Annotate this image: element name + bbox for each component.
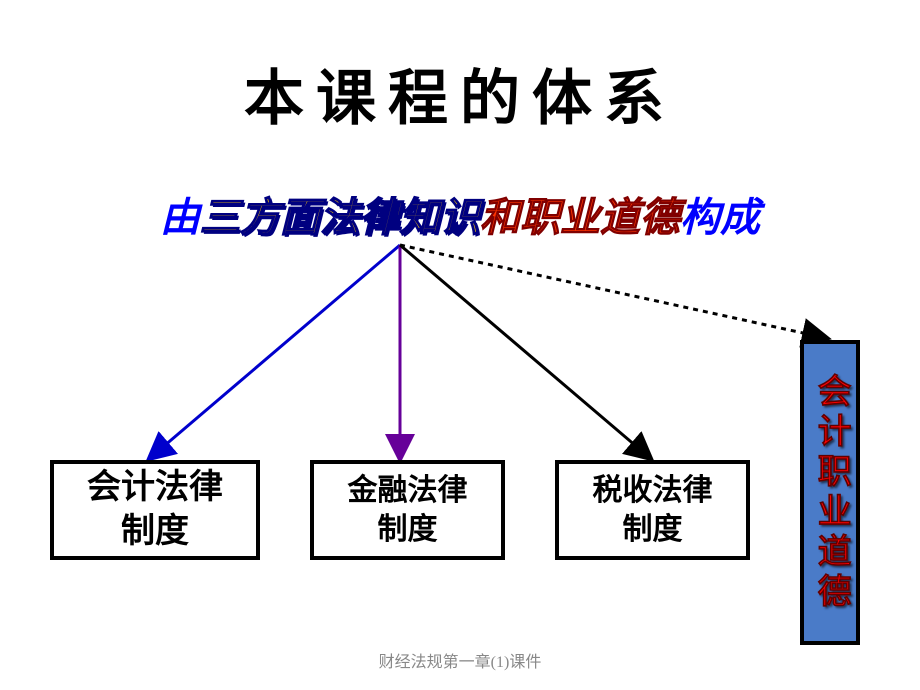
- subtitle-part1: 由: [160, 195, 200, 240]
- subtitle: 由三方面法律知识和职业道德构成: [0, 185, 920, 243]
- box-ethics: 会计职业道德: [800, 340, 860, 645]
- arrow-4: [400, 245, 826, 338]
- box-tax-law: 税收法律制度: [555, 460, 750, 560]
- arrow-1: [150, 245, 400, 458]
- box-finance-law: 金融法律制度: [310, 460, 505, 560]
- footer-text: 财经法规第一章(1)课件: [0, 648, 920, 672]
- box-accounting-law: 会计法律制度: [50, 460, 260, 560]
- subtitle-part3: 和职业道德: [480, 195, 680, 240]
- page-title: 本课程的体系: [0, 50, 920, 137]
- arrow-3: [400, 245, 650, 458]
- subtitle-part4: 构成: [680, 195, 760, 240]
- subtitle-part2: 三方面法律知识: [200, 195, 480, 240]
